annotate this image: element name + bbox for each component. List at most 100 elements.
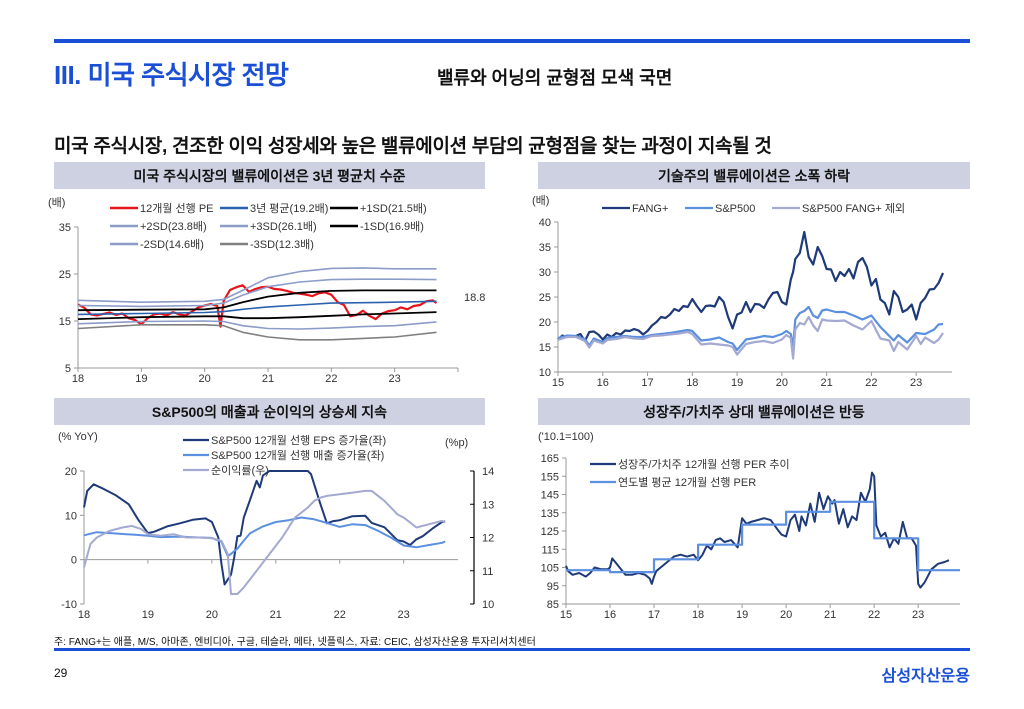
- legend-label: 성장주/가치주 12개월 선행 PER 추이: [618, 458, 790, 471]
- x-tick-label: 16: [604, 609, 616, 621]
- y2-tick-label: 14: [482, 466, 494, 478]
- chart-svg: (배) 5 15 25 35 18 19 20 21 22 23 18.8 12개월 선행 PE 3년 평…: [48, 196, 485, 385]
- legend-label: S&P500 12개월 선행 EPS 증가율(좌): [211, 434, 386, 447]
- x-tick-label: 18: [686, 377, 698, 389]
- x-tick-label: 23: [910, 377, 922, 389]
- y-tick-label: 40: [539, 217, 551, 229]
- y2-axis-label: (%p): [445, 437, 468, 449]
- x-tick-label: 18: [78, 609, 90, 621]
- series-line-1: [77, 300, 437, 316]
- chart-growth-value-per: ('10.1=100) 85 95 105 115 125 135 145 155 165 15 16…: [522, 428, 972, 623]
- panel-title-tech: 기술주의 밸류에이션은 소폭 하락: [538, 162, 970, 189]
- x-tick-label: 19: [135, 373, 147, 385]
- legend-label: 3년 평균(19.2배): [250, 202, 328, 215]
- y-tick-label: 25: [539, 292, 551, 304]
- x-tick-label: 19: [142, 609, 154, 621]
- legend-label: -1SD(16.9배): [360, 220, 424, 233]
- y-tick-label: 5: [65, 363, 71, 375]
- chart-fang-pe: (배) 10 15 20 25 30 35 40 15 16 17 18 19 20 21 22 23 FANG+…: [522, 192, 972, 392]
- x-tick-label: 15: [560, 609, 572, 621]
- legend-label: +3SD(26.1배): [250, 220, 317, 233]
- y-tick-label: 35: [59, 222, 71, 234]
- series-line-3: [77, 278, 437, 308]
- last-value-label: 18.8: [464, 292, 485, 304]
- headline: 미국 주식시장, 견조한 이익 성장세와 높은 밸류에이션 부담의 균형점을 찾…: [54, 136, 772, 157]
- series-line-0: [565, 471, 950, 589]
- y-tick-label: 10: [539, 367, 551, 379]
- x-tick-label: 23: [398, 609, 410, 621]
- x-tick-label: 23: [389, 373, 401, 385]
- chart-pe-bands: (배) 5 15 25 35 18 19 20 21 22 23 18.8 12개월 선행 PE 3년 평…: [40, 192, 490, 392]
- y2-tick-label: 12: [482, 533, 494, 545]
- series-line-6: [77, 320, 437, 330]
- y-axis-label: (배): [48, 196, 65, 209]
- x-tick-label: 17: [648, 609, 660, 621]
- chart-svg: ('10.1=100) 85 95 105 115 125 135 145 155 165 15 16…: [538, 431, 960, 621]
- y-tick-label: 25: [59, 269, 71, 281]
- x-tick-label: 17: [641, 377, 653, 389]
- y-tick-label: 95: [547, 581, 559, 593]
- bottom-rule: [54, 648, 970, 651]
- legend-label: FANG+: [632, 203, 668, 215]
- y-tick-label: 105: [541, 563, 559, 575]
- x-tick-label: 19: [731, 377, 743, 389]
- panel-title-sales-earnings: S&P500의 매출과 순이익의 상승세 지속: [54, 398, 485, 425]
- x-tick-label: 22: [868, 609, 880, 621]
- y-tick-label: 115: [541, 544, 559, 556]
- y-tick-label: 135: [541, 508, 559, 520]
- legend-label: +2SD(23.8배): [140, 220, 207, 233]
- series-line-1: [566, 500, 960, 574]
- y-axis-label: (% YoY): [58, 431, 98, 443]
- y-tick-label: 35: [539, 242, 551, 254]
- x-tick-label: 22: [334, 609, 346, 621]
- y-tick-label: 145: [541, 490, 559, 502]
- series-line-0: [557, 230, 945, 343]
- x-tick-label: 23: [912, 609, 924, 621]
- y-tick-label: 20: [539, 317, 551, 329]
- series-line-5: [77, 311, 437, 320]
- x-tick-label: 18: [692, 609, 704, 621]
- section-title: III. 미국 주식시장 전망: [54, 60, 289, 90]
- legend-label: S&P500 FANG+ 제외: [802, 202, 905, 215]
- x-tick-label: 19: [736, 609, 748, 621]
- x-tick-label: 22: [325, 373, 337, 385]
- y-tick-label: 165: [541, 453, 559, 465]
- y-tick-label: 10: [65, 510, 77, 522]
- y2-tick-label: 13: [482, 499, 494, 511]
- page-number: 29: [54, 666, 68, 680]
- y-tick-label: -10: [61, 599, 77, 611]
- footnote: 주: FANG+는 애플, M/S, 아마존, 엔비디아, 구글, 테슬라, 메…: [54, 637, 536, 648]
- y-tick-label: 30: [539, 267, 551, 279]
- series-line-0: [83, 470, 446, 586]
- series-line-1: [83, 516, 446, 558]
- y-tick-label: 85: [547, 599, 559, 611]
- legend-label: S&P500: [715, 203, 755, 215]
- y-axis-label: ('10.1=100): [538, 431, 594, 443]
- x-tick-label: 18: [72, 373, 84, 385]
- chart-svg: (% YoY) (%p) -10 0 10 20 18 19 20 21 22 23 10 11 12 13 1…: [58, 431, 494, 621]
- panel-title-growth-value: 성장주/가치주 상대 밸류에이션은 반등: [538, 398, 970, 425]
- x-tick-label: 22: [865, 377, 877, 389]
- x-tick-label: 20: [206, 609, 218, 621]
- chart-sales-eps-margin: (% YoY) (%p) -10 0 10 20 18 19 20 21 22 23 10 11 12 13 1…: [40, 428, 494, 623]
- legend-label: 12개월 선행 PE: [140, 202, 214, 215]
- x-tick-label: 20: [776, 377, 788, 389]
- y-tick-label: 155: [541, 471, 559, 483]
- x-tick-label: 21: [824, 609, 836, 621]
- x-tick-label: 21: [821, 377, 833, 389]
- x-tick-label: 20: [780, 609, 792, 621]
- series-line-2: [83, 489, 446, 595]
- legend-label: -3SD(12.3배): [250, 238, 314, 251]
- legend-label: 연도별 평균 12개월 선행 PER: [618, 476, 756, 489]
- series-line-0: [77, 284, 438, 328]
- y-tick-label: 125: [541, 526, 559, 538]
- y-tick-label: 0: [71, 555, 77, 567]
- x-tick-label: 15: [552, 377, 564, 389]
- x-tick-label: 21: [262, 373, 274, 385]
- legend-label: -2SD(14.6배): [140, 238, 204, 251]
- brand-logo: 삼성자산운용: [881, 668, 970, 685]
- y-tick-label: 15: [539, 342, 551, 354]
- series-line-7: [77, 324, 437, 341]
- y-axis-label: (배): [532, 194, 549, 207]
